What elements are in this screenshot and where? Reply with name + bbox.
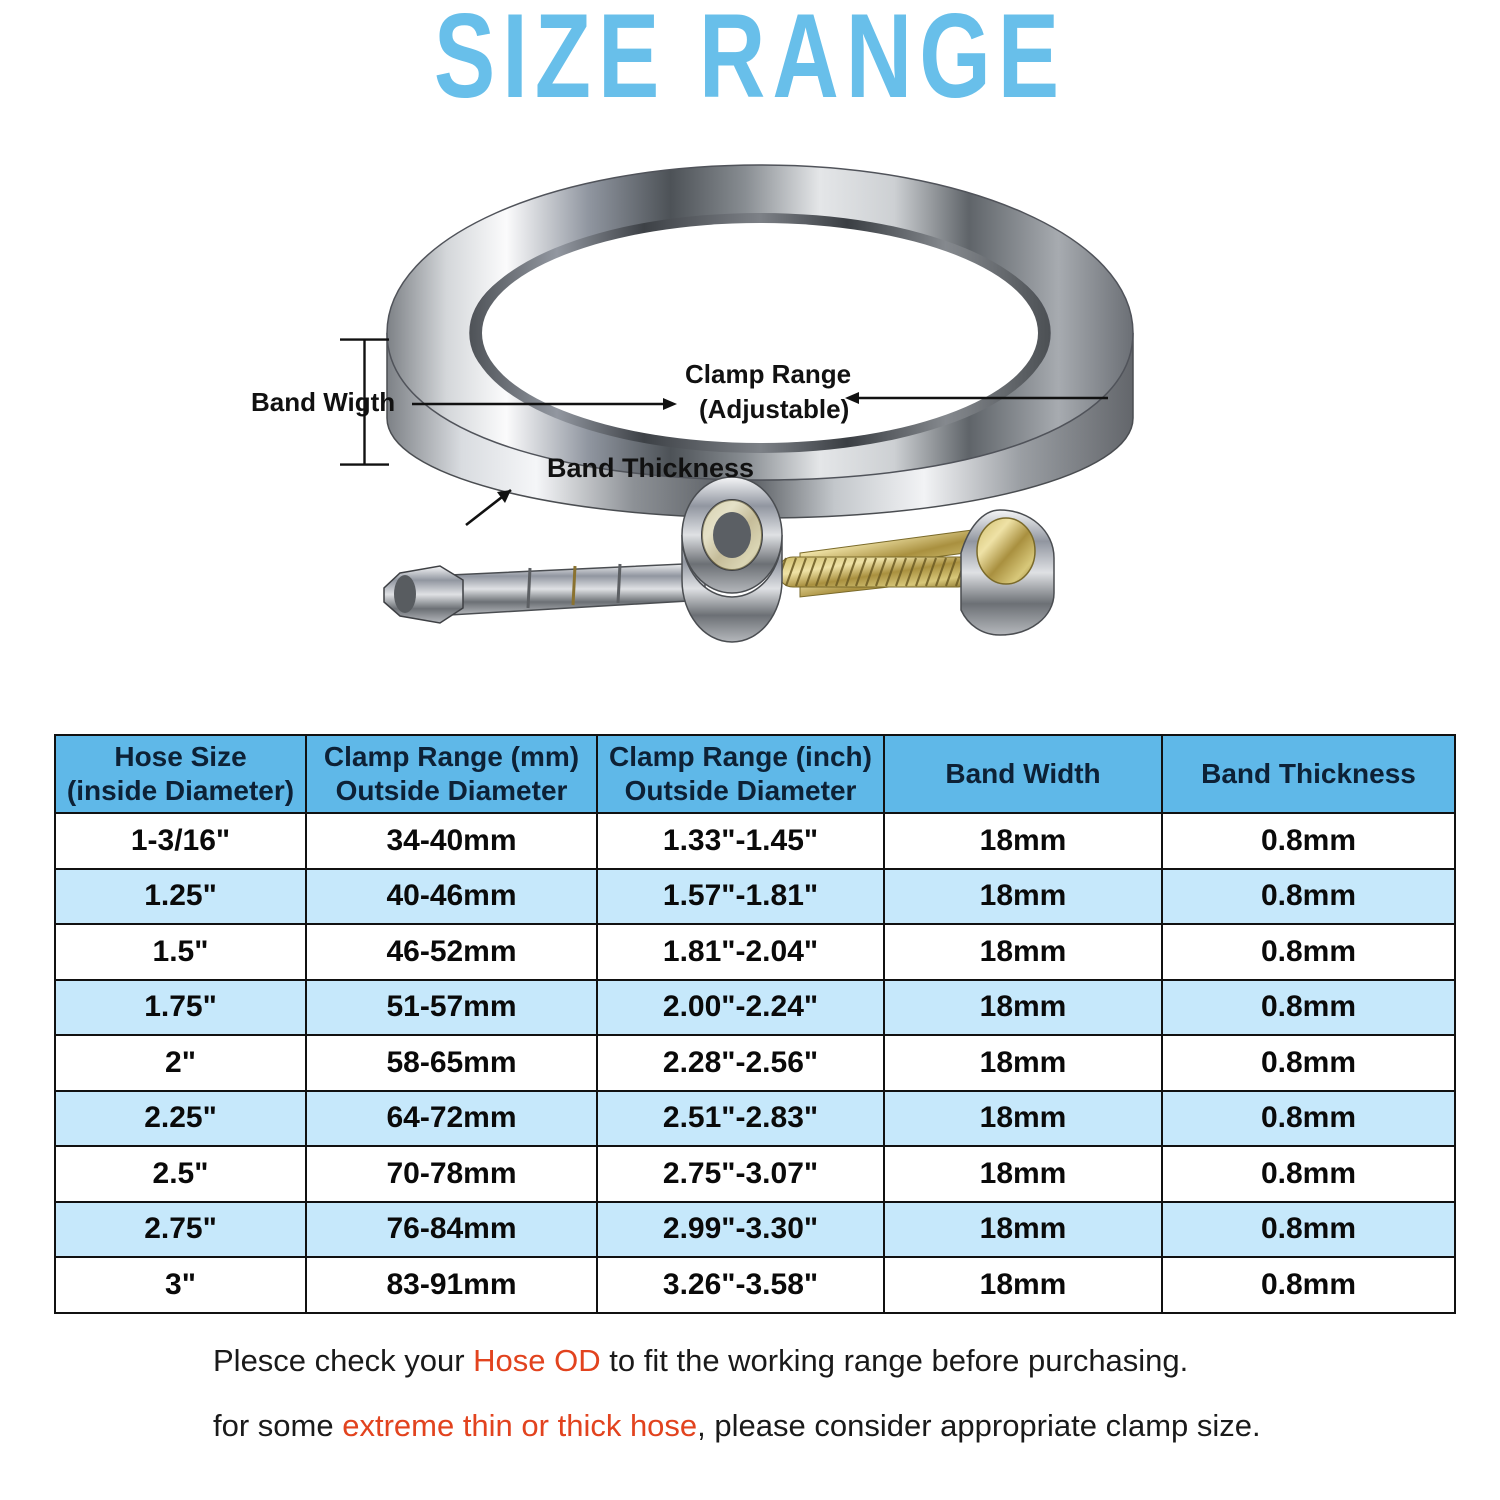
svg-text:Band Thickness: Band Thickness (547, 453, 754, 483)
svg-text:Band Wigth: Band Wigth (251, 387, 395, 417)
svg-text:(Adjustable): (Adjustable) (699, 394, 849, 424)
svg-text:Clamp Range: Clamp Range (685, 359, 851, 389)
